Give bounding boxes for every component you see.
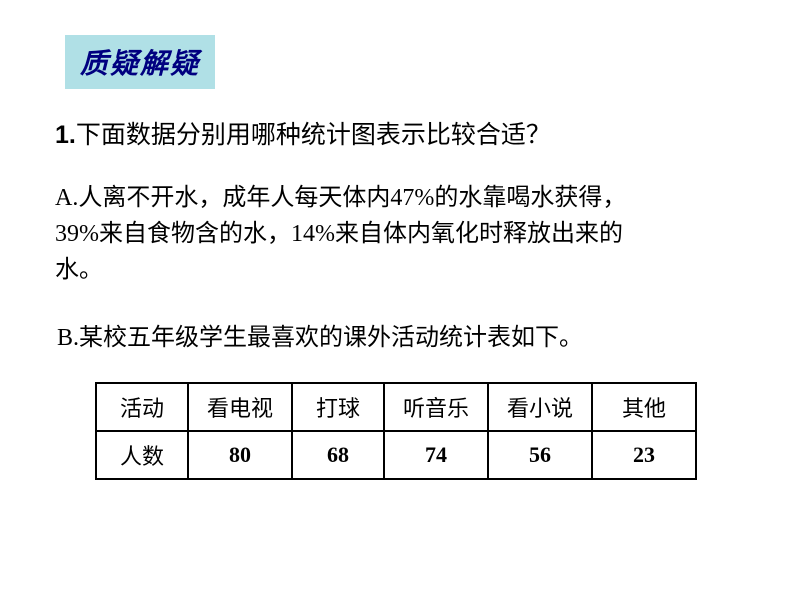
table-row-label: 人数 — [96, 431, 188, 479]
table-data-cell: 80 — [188, 431, 292, 479]
option-b-label: B. — [57, 325, 79, 351]
table-header-cell: 看小说 — [488, 383, 592, 431]
table-header-cell: 听音乐 — [384, 383, 488, 431]
activity-table: 活动 看电视 打球 听音乐 看小说 其他 人数 80 68 74 56 23 — [95, 382, 697, 480]
table-data-cell: 68 — [292, 431, 384, 479]
table-header-row: 活动 看电视 打球 听音乐 看小说 其他 — [96, 383, 696, 431]
header-box: 质疑解疑 — [65, 35, 215, 89]
table-header-cell: 看电视 — [188, 383, 292, 431]
option-b: B.某校五年级学生最喜欢的课外活动统计表如下。 — [57, 320, 757, 356]
question-title: 1.下面数据分别用哪种统计图表示比较合适？ — [55, 115, 551, 151]
table-data-cell: 56 — [488, 431, 592, 479]
table-data-row: 人数 80 68 74 56 23 — [96, 431, 696, 479]
option-a: A.人离不开水，成年人每天体内47%的水靠喝水获得，39%来自食物含的水，14%… — [55, 180, 655, 288]
option-b-text: 某校五年级学生最喜欢的课外活动统计表如下。 — [79, 325, 583, 351]
header-title: 质疑解疑 — [80, 49, 200, 80]
table-data-cell: 23 — [592, 431, 696, 479]
table-header-cell: 打球 — [292, 383, 384, 431]
question-text: 下面数据分别用哪种统计图表示比较合适？ — [76, 122, 551, 149]
table-data-cell: 74 — [384, 431, 488, 479]
table-header-cell: 活动 — [96, 383, 188, 431]
option-a-label: A. — [55, 185, 78, 211]
question-number: 1. — [55, 121, 76, 149]
table-header-cell: 其他 — [592, 383, 696, 431]
option-a-text: 人离不开水，成年人每天体内47%的水靠喝水获得，39%来自食物含的水，14%来自… — [55, 185, 626, 283]
